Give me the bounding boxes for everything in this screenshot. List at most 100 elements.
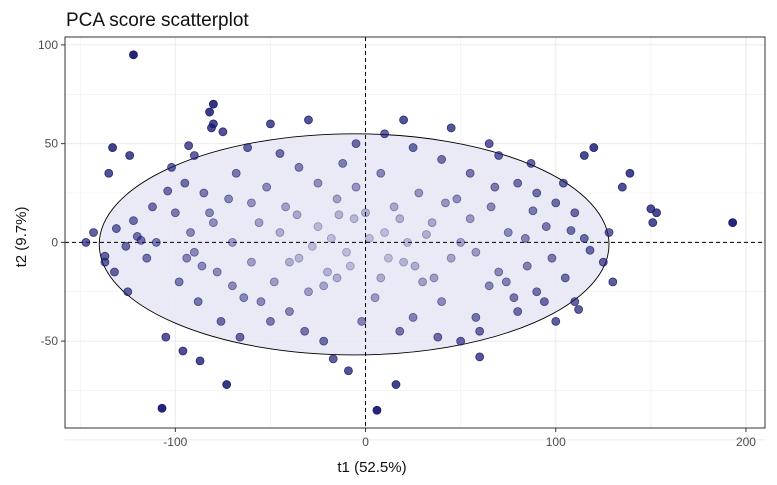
data-point (247, 198, 256, 208)
confidence-ellipse-layer (98, 133, 610, 356)
data-point (81, 237, 91, 247)
data-point (399, 115, 408, 125)
tick-labels-layer: -100 0 100 200 -50 0 50 100 (38, 38, 756, 449)
data-point (199, 188, 209, 198)
data-point (125, 151, 135, 160)
data-point (494, 267, 504, 277)
data-point (456, 336, 466, 346)
data-point (104, 168, 114, 178)
x-tick-label: 200 (736, 435, 756, 449)
data-point (292, 210, 302, 220)
data-point (110, 267, 119, 277)
data-point (344, 366, 353, 376)
data-point (304, 115, 313, 125)
data-point (570, 208, 580, 218)
data-point (195, 356, 205, 366)
data-point (247, 257, 256, 267)
data-point (129, 216, 138, 226)
data-point (212, 267, 222, 277)
data-point (121, 241, 131, 251)
x-axis-title: t1 (52.5%) (337, 459, 406, 476)
data-point (227, 237, 237, 247)
data-point (579, 151, 589, 160)
data-point (551, 198, 561, 208)
plot-panel-border (64, 36, 766, 429)
data-point (429, 273, 439, 283)
data-point (484, 281, 494, 291)
data-point (471, 247, 481, 257)
data-point (323, 267, 332, 277)
data-point (326, 234, 336, 243)
data-point (433, 332, 443, 342)
data-point (218, 127, 228, 137)
data-point (410, 261, 420, 271)
data-point (486, 202, 496, 212)
data-point (108, 143, 117, 152)
data-point (617, 182, 627, 192)
axes-layer (64, 36, 766, 429)
data-point (389, 202, 399, 212)
data-point (509, 293, 519, 303)
data-point (281, 202, 291, 212)
data-point (222, 380, 232, 389)
data-point (170, 208, 180, 218)
data-point (235, 332, 245, 342)
y-tick-label: 50 (45, 137, 59, 151)
data-point (570, 297, 580, 307)
data-point (338, 158, 348, 168)
data-point (376, 168, 386, 178)
data-point (180, 178, 190, 188)
data-point (589, 143, 599, 152)
data-point (189, 247, 199, 257)
data-point (254, 218, 264, 228)
data-point (558, 178, 568, 188)
data-point (304, 287, 313, 297)
data-point (239, 293, 249, 303)
data-point (357, 316, 367, 326)
data-point (484, 139, 494, 149)
data-point (422, 230, 431, 239)
y-tick-label: 100 (38, 38, 58, 52)
data-point (383, 253, 393, 263)
data-point (513, 307, 523, 316)
data-point (551, 316, 561, 326)
data-point (437, 155, 447, 164)
data-point (275, 149, 285, 158)
data-point (256, 297, 266, 307)
y-tick-label: -50 (41, 334, 59, 348)
data-point (193, 297, 203, 307)
data-point (532, 188, 542, 198)
data-point (262, 182, 272, 192)
data-point (402, 237, 412, 247)
data-point (294, 162, 304, 172)
data-point (148, 202, 157, 212)
data-point (342, 247, 351, 257)
data-point (319, 336, 329, 346)
data-point (560, 273, 570, 283)
data-point (494, 151, 504, 160)
data-point (186, 228, 195, 237)
data-point (532, 287, 542, 297)
data-point (361, 208, 370, 218)
confidence-ellipse (98, 133, 610, 356)
x-tick-label: -100 (163, 435, 187, 449)
data-point (319, 281, 329, 291)
data-point (351, 182, 361, 192)
data-point (503, 228, 513, 237)
data-point (208, 99, 218, 109)
data-point (208, 119, 218, 129)
x-tick-label: 0 (362, 435, 369, 449)
data-point (604, 228, 614, 237)
data-point (174, 277, 184, 287)
data-point (579, 234, 589, 243)
data-point (178, 346, 188, 356)
data-point (490, 182, 500, 192)
data-point (111, 224, 121, 233)
data-point (89, 228, 98, 237)
data-point (648, 218, 658, 228)
data-point (418, 277, 428, 287)
data-point (157, 403, 167, 413)
data-point (345, 261, 355, 271)
data-point (332, 194, 342, 204)
